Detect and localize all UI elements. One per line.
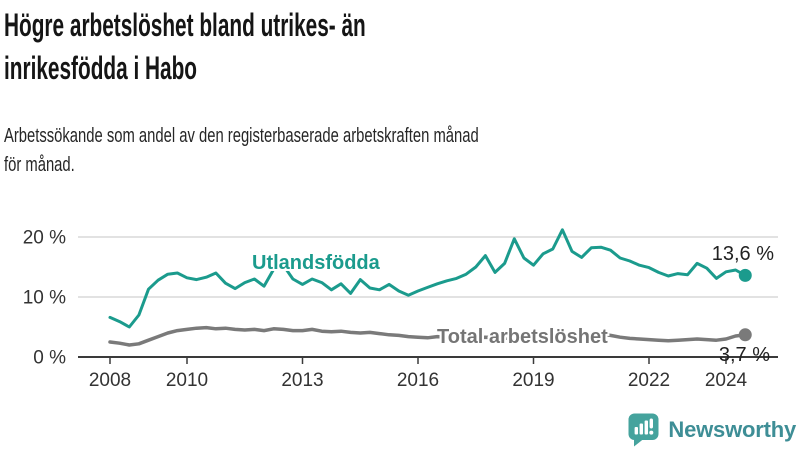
subtitle-line-2: för månad. xyxy=(4,154,75,176)
x-axis-tick-label: 2016 xyxy=(397,370,439,391)
chart-subtitle: Arbetssökande som andel av den registerb… xyxy=(4,122,479,180)
newsworthy-logo[interactable]: Newsworthy xyxy=(628,413,796,447)
title-line-2: inrikesfödda i Habo xyxy=(4,50,198,86)
end-value-utlandsfodda: 13,6 % xyxy=(711,243,774,265)
newsworthy-bar-chart-icon xyxy=(628,413,659,447)
x-axis-tick-label: 2010 xyxy=(166,370,208,391)
y-axis-tick-label: 0 % xyxy=(33,348,66,369)
series-label-total-arbetsloshet: Total arbetslöshet xyxy=(437,326,608,348)
y-axis-tick-label: 20 % xyxy=(23,228,66,249)
x-axis-tick-label: 2022 xyxy=(628,370,670,391)
end-value-total-arbetsloshet: 3,7 % xyxy=(718,344,770,366)
title-line-1: Högre arbetslöshet bland utrikes- än xyxy=(4,7,366,43)
subtitle-line-1: Arbetssökande som andel av den registerb… xyxy=(4,125,479,147)
series-line-total xyxy=(108,325,748,347)
x-axis-tick-label: 2013 xyxy=(281,370,323,391)
series-line-utlandsfodda xyxy=(108,228,747,329)
series-label-utlandsfodda: Utlandsfödda xyxy=(252,252,380,274)
y-axis-tick-label: 10 % xyxy=(23,288,66,309)
end-dot-utlandsfodda xyxy=(738,268,752,282)
x-axis-tick-label: 2008 xyxy=(89,370,131,391)
end-dot-total xyxy=(738,328,752,342)
newsworthy-wordmark: Newsworthy xyxy=(668,417,796,442)
page-title: Högre arbetslöshet bland utrikes- än inr… xyxy=(4,4,366,90)
x-axis-tick-label: 2024 xyxy=(705,370,748,391)
x-axis-tick-label: 2019 xyxy=(512,370,554,391)
